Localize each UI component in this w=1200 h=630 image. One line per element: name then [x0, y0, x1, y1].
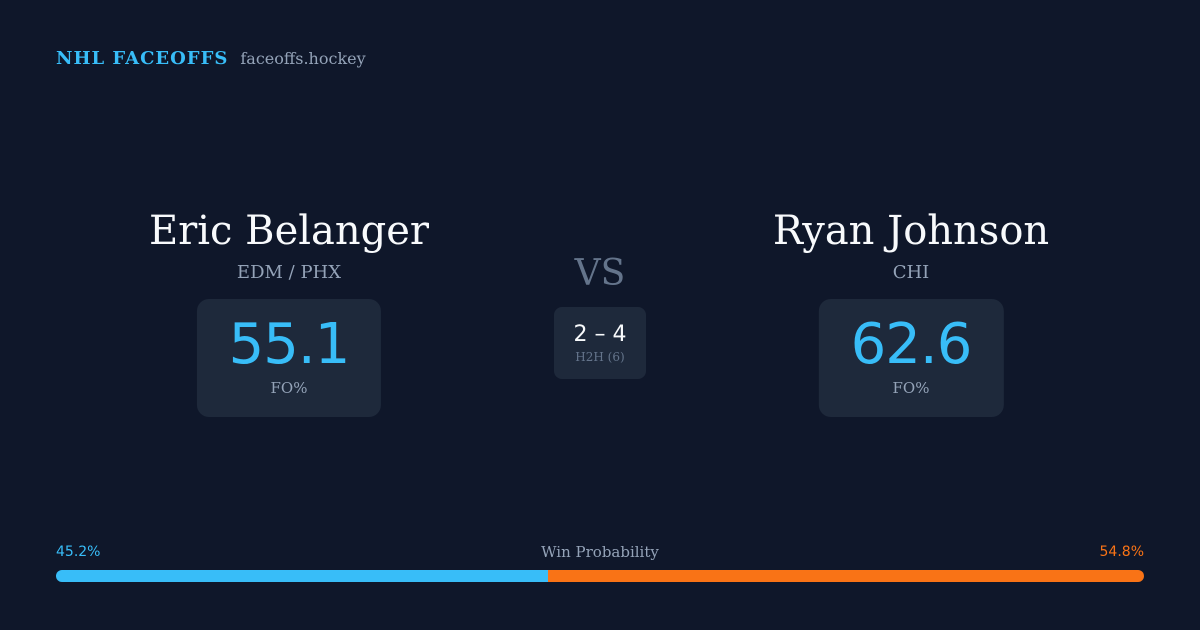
player-right-stat-value: 62.6 — [850, 312, 973, 377]
win-probability-title: Win Probability — [541, 543, 659, 561]
brand-name: NHL FACEOFFS — [56, 48, 229, 69]
win-probability-labels: 45.2% Win Probability 54.8% — [56, 542, 1144, 564]
player-left-team: EDM / PHX — [236, 262, 342, 283]
win-probability-bar-right — [547, 570, 1144, 582]
win-probability-bar — [56, 570, 1144, 582]
player-right-team: CHI — [892, 262, 930, 283]
player-left-stat-card: 55.1 FO% — [196, 299, 382, 417]
win-probability-left-label: 45.2% — [56, 544, 101, 560]
h2h-card: 2 – 4 H2H (6) — [554, 307, 646, 379]
player-left-stat-value: 55.1 — [228, 312, 351, 377]
player-left-stat-label: FO% — [270, 379, 308, 397]
brand-header: NHL FACEOFFS faceoffs.hockey — [56, 48, 366, 69]
brand-domain: faceoffs.hockey — [240, 49, 366, 68]
win-probability-bar-left — [56, 570, 548, 582]
player-left: Eric Belanger EDM / PHX 55.1 FO% — [149, 204, 429, 417]
player-left-name: Eric Belanger — [148, 208, 430, 254]
player-right: Ryan Johnson CHI 62.6 FO% — [773, 204, 1049, 417]
player-right-stat-label: FO% — [892, 379, 930, 397]
player-right-stat-card: 62.6 FO% — [818, 299, 1004, 417]
win-probability: 45.2% Win Probability 54.8% — [56, 542, 1144, 582]
player-right-name: Ryan Johnson — [772, 208, 1050, 254]
vs-label: VS — [574, 253, 626, 294]
h2h-score: 2 – 4 — [573, 322, 627, 347]
h2h-label: H2H (6) — [575, 350, 625, 364]
win-probability-right-label: 54.8% — [1099, 544, 1144, 560]
matchup-center: VS 2 – 4 H2H (6) — [554, 252, 646, 379]
